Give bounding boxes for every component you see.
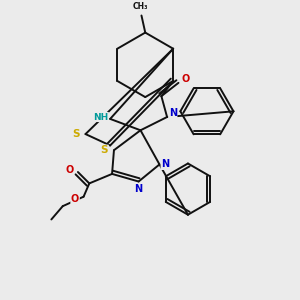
Text: S: S [72, 129, 80, 139]
Text: O: O [65, 165, 74, 175]
Text: O: O [182, 74, 190, 84]
Text: NH: NH [93, 112, 108, 122]
Text: S: S [101, 145, 108, 155]
Text: N: N [169, 108, 177, 118]
Text: CH₃: CH₃ [133, 2, 148, 10]
Text: N: N [161, 159, 169, 170]
Text: O: O [71, 194, 79, 204]
Text: N: N [135, 184, 143, 194]
